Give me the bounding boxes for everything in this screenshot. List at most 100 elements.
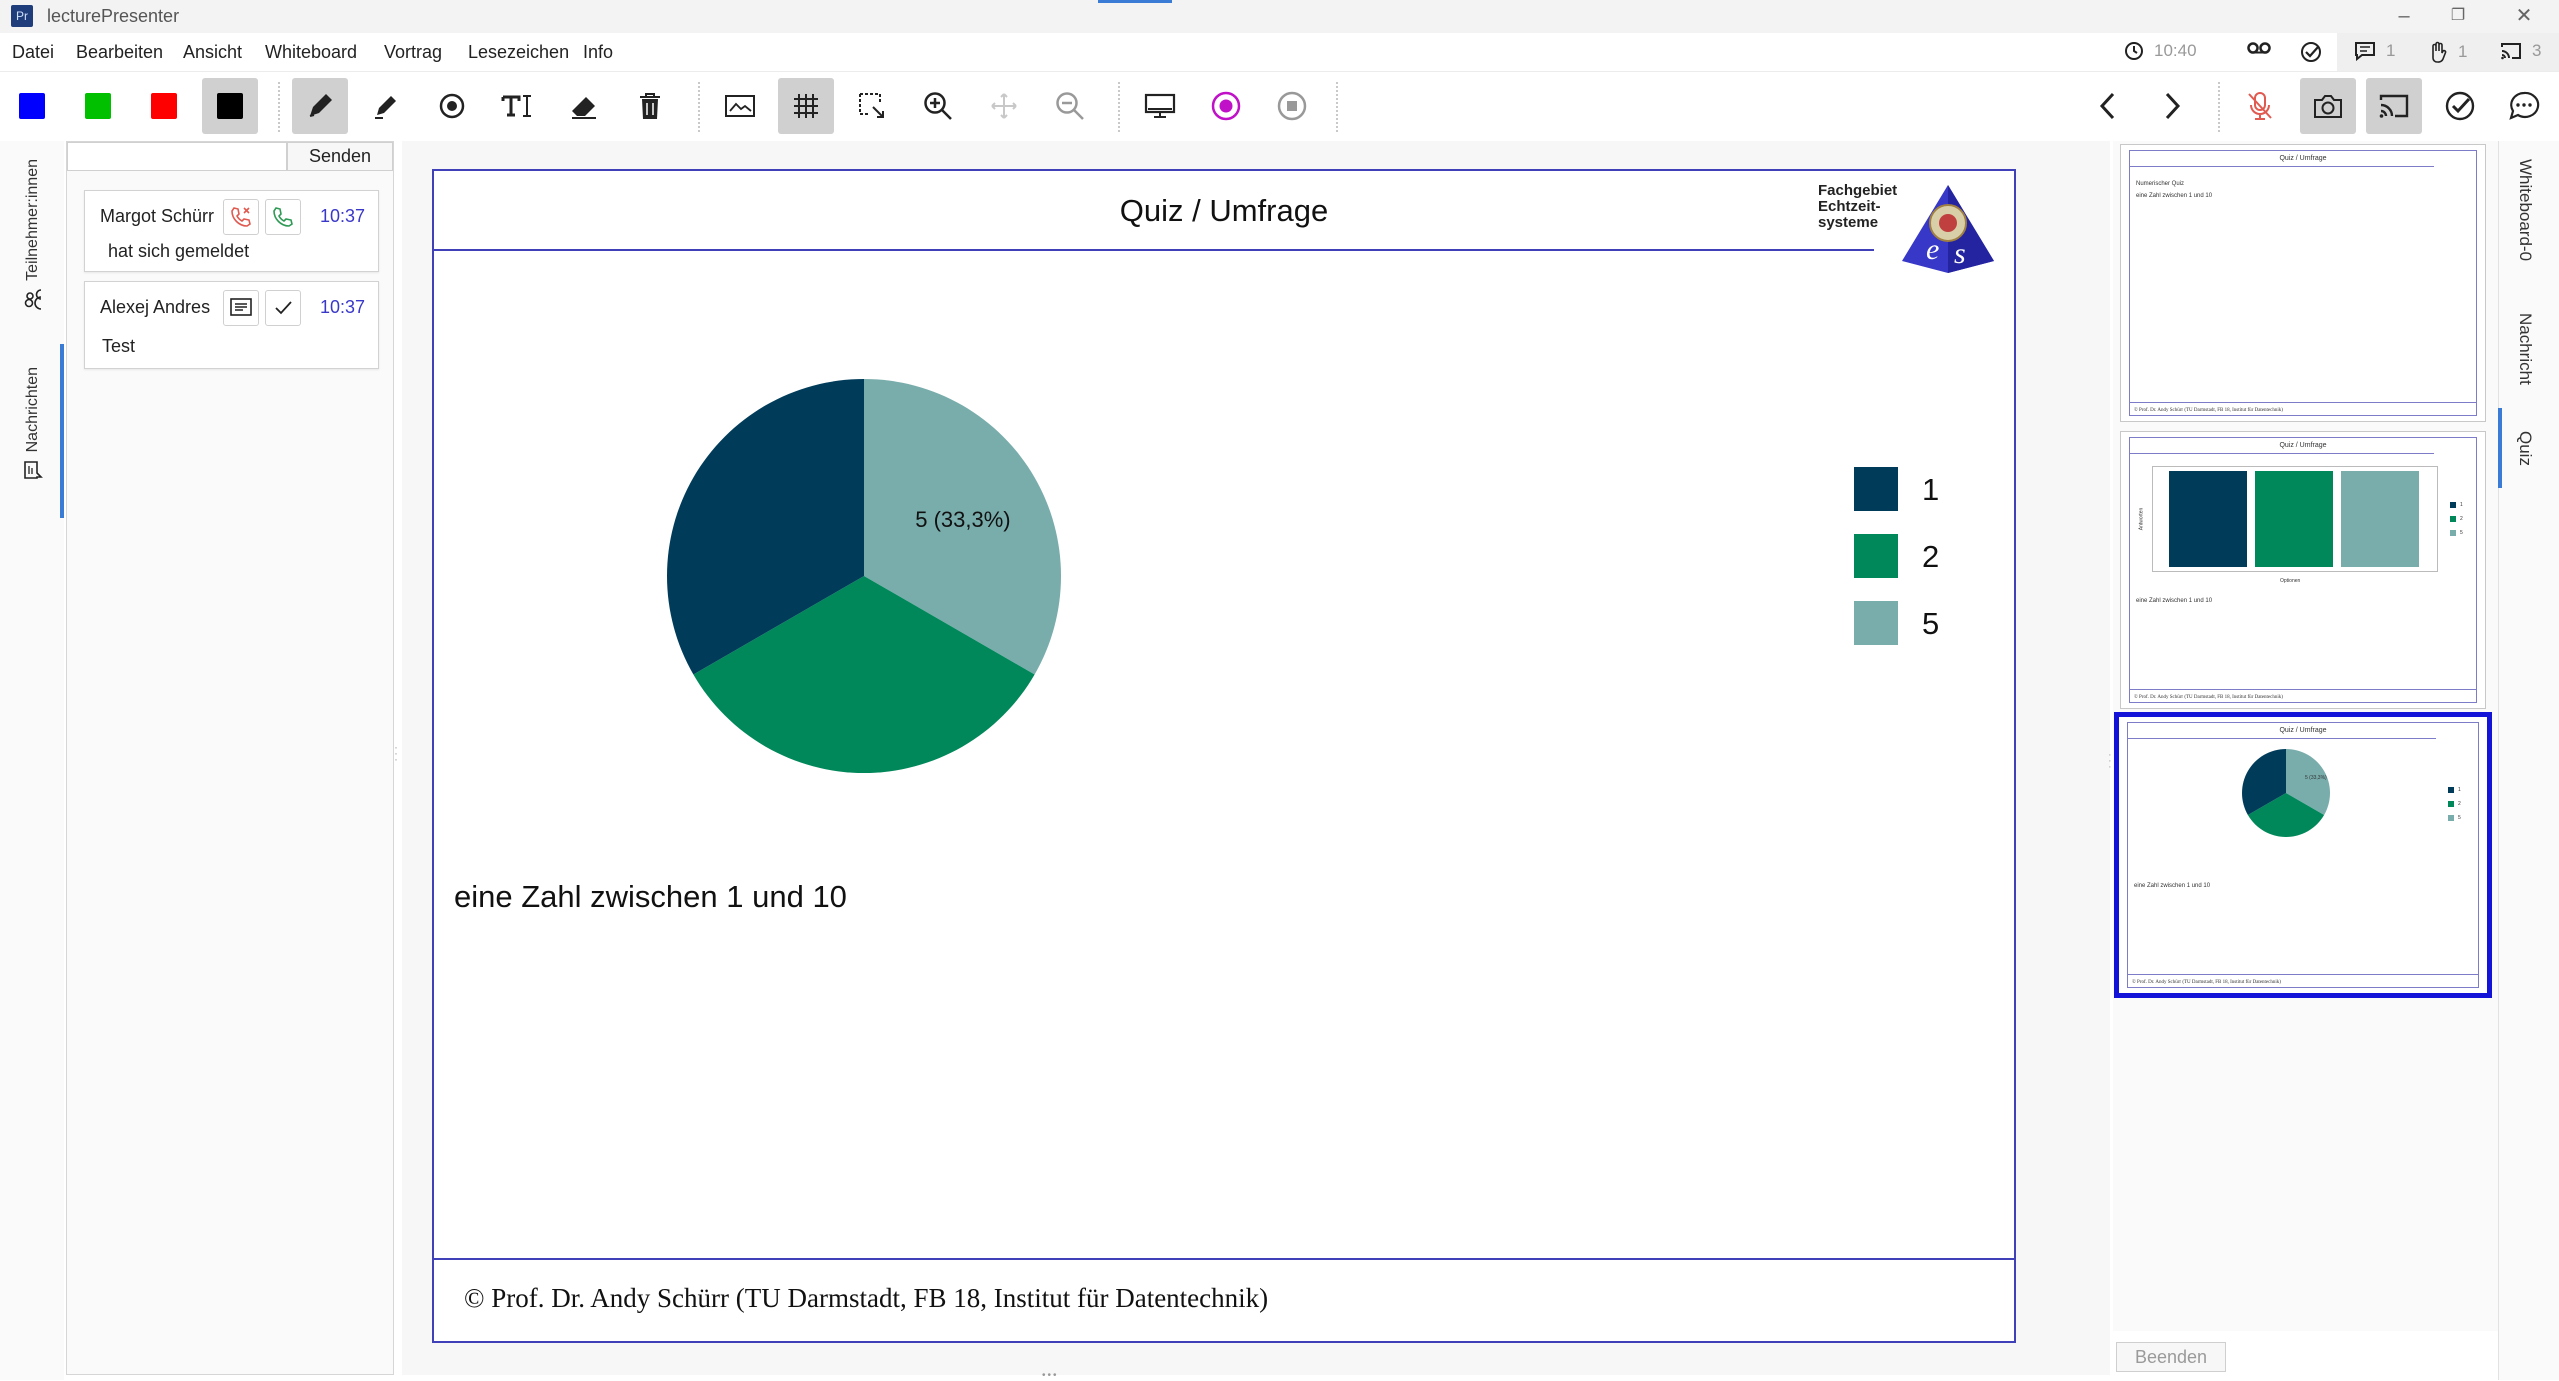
thumbnail-pie-label: 5 (33,3%) — [2305, 775, 2327, 781]
menu-lesezeichen[interactable]: Lesezeichen — [468, 42, 570, 62]
color-green-button[interactable] — [70, 78, 126, 134]
menu-whiteboard[interactable]: Whiteboard — [265, 42, 358, 62]
pointer-tool-button[interactable] — [424, 78, 480, 134]
cast-icon — [2501, 43, 2521, 60]
panel-splitter[interactable]: · · · — [394, 740, 398, 766]
thumbnail-text: eine Zahl zwischen 1 und 10 — [2134, 883, 2211, 889]
message-time: 10:37 — [320, 297, 366, 317]
toolbar — [0, 71, 2559, 141]
menu-ansicht[interactable]: Ansicht — [183, 42, 243, 62]
thumbnail-3-selected[interactable]: Quiz / Umfrage 5 (33,3%) 1 2 5 eine Zahl… — [2114, 712, 2492, 998]
highlighter-tool-button[interactable] — [358, 78, 414, 134]
pen-tool-button[interactable] — [292, 78, 348, 134]
minimize-button[interactable]: – — [2398, 5, 2410, 27]
message-card: Alexej Andres 10:37 Test — [84, 281, 379, 369]
title-bar: Pr lecturePresenter – ❐ ✕ — [0, 0, 2559, 33]
grid-button[interactable] — [778, 78, 834, 134]
select-zoom-button[interactable] — [844, 78, 900, 134]
microphone-toggle[interactable] — [2232, 78, 2288, 134]
hand-count: 1 — [2458, 42, 2468, 61]
recording-status[interactable] — [2247, 41, 2271, 55]
message-counter[interactable]: 1 — [2354, 41, 2395, 61]
send-button[interactable]: Senden — [287, 142, 393, 171]
quiz-status[interactable] — [2300, 41, 2322, 63]
tab-messages[interactable]: Nachrichten — [12, 367, 54, 480]
message-time: 10:37 — [320, 206, 366, 226]
record-button[interactable] — [1198, 78, 1254, 134]
legend-label: 5 — [2460, 530, 2463, 536]
svg-text:s: s — [1954, 237, 1966, 270]
accept-call-button[interactable] — [265, 199, 301, 235]
menu-bearbeiten[interactable]: Bearbeiten — [76, 42, 164, 62]
eraser-icon — [572, 97, 596, 119]
message-icon — [24, 461, 43, 480]
stop-button[interactable] — [1264, 78, 1320, 134]
finish-button[interactable]: Beenden — [2116, 1342, 2226, 1372]
text-tool-button[interactable] — [490, 78, 546, 134]
thumbnail-text: Numerischer Quiz — [2136, 181, 2185, 187]
institution-logo: e s — [1902, 185, 1994, 273]
brand-line: Fachgebiet — [1818, 182, 1898, 199]
next-page-button[interactable] — [2144, 78, 2200, 134]
tab-quiz[interactable]: Quiz — [2516, 431, 2535, 466]
quiz-button[interactable] — [2432, 78, 2488, 134]
legend-swatch-5 — [1854, 601, 1898, 645]
legend-swatch — [2448, 787, 2454, 793]
zoom-out-icon — [1056, 92, 1084, 120]
raised-hand-icon — [2432, 41, 2447, 63]
close-window-button[interactable]: ✕ — [2515, 5, 2533, 27]
legend-swatch — [2450, 530, 2456, 536]
reject-call-button[interactable] — [223, 199, 259, 235]
legend-swatch-1 — [1854, 467, 1898, 511]
menu-vortrag[interactable]: Vortrag — [384, 42, 443, 62]
highlighter-icon — [375, 96, 396, 119]
slide[interactable]: Quiz / Umfrage Fachgebiet Echtzeit- syst… — [432, 169, 2016, 1343]
delete-button[interactable] — [622, 78, 678, 134]
thumbnail-1[interactable]: Quiz / Umfrage Numerischer Quiz eine Zah… — [2120, 144, 2486, 422]
thumbnail-splitter[interactable]: · · · — [2108, 749, 2112, 773]
thumbnail-header-line — [2128, 738, 2436, 739]
previous-page-button[interactable] — [2080, 78, 2136, 134]
menu-bar: Datei Bearbeiten Ansicht Whiteboard Vort… — [0, 33, 2559, 71]
dismiss-message-button[interactable] — [265, 290, 301, 326]
monitor-icon — [1144, 93, 1176, 118]
eraser-tool-button[interactable] — [556, 78, 612, 134]
color-black-button[interactable] — [202, 78, 258, 134]
show-message-button[interactable] — [223, 290, 259, 326]
monitor-button[interactable] — [1132, 78, 1188, 134]
color-red-button[interactable] — [136, 78, 192, 134]
tab-participants[interactable]: Teilnehmer:innen — [12, 159, 54, 311]
tab-whiteboard[interactable]: Whiteboard-0 — [2516, 159, 2535, 262]
trash-icon — [640, 93, 660, 119]
hand-counter[interactable]: 1 — [2428, 41, 2467, 63]
message-text: hat sich gemeldet — [108, 241, 250, 261]
slide-question-text: eine Zahl zwischen 1 und 10 — [454, 879, 847, 914]
chat-button[interactable] — [2496, 78, 2552, 134]
left-tab-strip: Teilnehmer:innen Nachrichten — [0, 141, 64, 1380]
extended-view-button[interactable] — [712, 78, 768, 134]
camera-icon — [2314, 95, 2342, 118]
menu-datei[interactable]: Datei — [12, 42, 55, 62]
tab-message[interactable]: Nachricht — [2516, 313, 2535, 385]
toolbar-separator — [2218, 82, 2220, 132]
menu-info[interactable]: Info — [583, 42, 614, 62]
color-blue-button[interactable] — [4, 78, 60, 134]
zoom-out-button[interactable] — [1042, 78, 1098, 134]
screen-share-toggle[interactable] — [2366, 78, 2422, 134]
camera-toggle[interactable] — [2300, 78, 2356, 134]
thumbnail-2[interactable]: Quiz / Umfrage Antworten Optionen 1 2 5 … — [2120, 431, 2486, 709]
legend-swatch — [2450, 502, 2456, 508]
thumbnail-ylabel: Antworten — [2138, 507, 2145, 531]
pan-button[interactable] — [976, 78, 1032, 134]
bottom-splitter[interactable]: ••• — [1042, 1370, 1059, 1381]
message-input[interactable] — [67, 142, 287, 171]
pen-icon — [309, 94, 332, 117]
chevron-left-icon — [2099, 92, 2115, 120]
thumbnail-bar-chart — [2152, 466, 2438, 572]
restore-button[interactable]: ❐ — [2450, 7, 2466, 24]
zoom-in-button[interactable] — [910, 78, 966, 134]
screen-counter[interactable]: 3 — [2500, 41, 2541, 61]
thumbnail-pie-chart — [2242, 749, 2330, 837]
legend-swatch — [2448, 801, 2454, 807]
pie-slice-5 — [864, 379, 1061, 675]
